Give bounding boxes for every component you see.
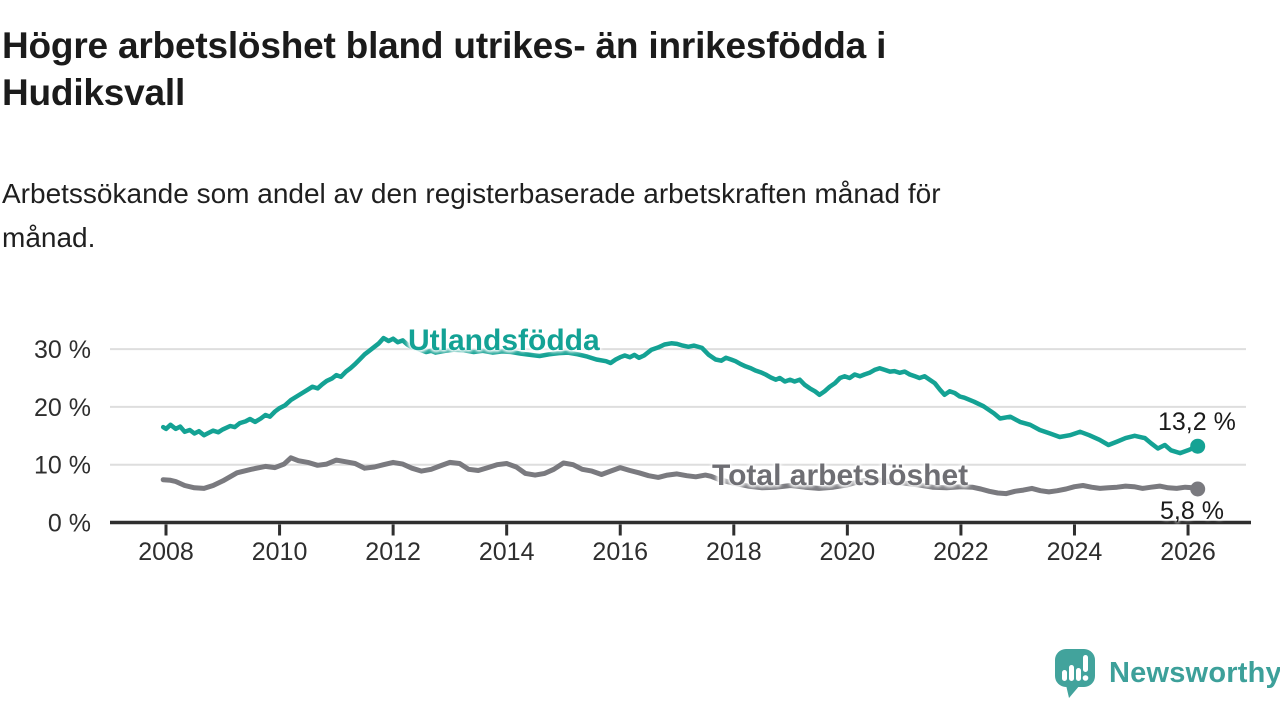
y-tick-label: 0 % — [48, 510, 91, 538]
y-tick-label: 20 % — [34, 394, 91, 422]
page-title-line2: Hudiksvall — [2, 72, 186, 113]
x-tick-label: 2026 — [1160, 538, 1216, 566]
page-title-line1: Högre arbetslöshet bland utrikes- än inr… — [2, 25, 887, 66]
x-tick-label: 2024 — [1047, 538, 1103, 566]
series-line-total — [160, 455, 1201, 497]
chart-subtitle-line2: månad. — [2, 222, 96, 253]
x-tick-label: 2018 — [706, 538, 762, 566]
series-label-total-arbetsloshet: Total arbetslöshet — [712, 459, 969, 492]
series-line-utlandsfodda — [160, 335, 1200, 456]
chart-subtitle-line1: Arbetssökande som andel av den registerb… — [2, 178, 941, 209]
newsworthy-icon — [1055, 649, 1095, 698]
end-value-label-total: 5,8 % — [1160, 497, 1224, 525]
x-tick-label: 2012 — [365, 538, 421, 566]
series-end-dot-total — [1190, 481, 1206, 497]
x-tick-label: 2010 — [252, 538, 308, 566]
newsworthy-wordmark: Newsworthy — [1109, 656, 1280, 689]
y-tick-label: 10 % — [34, 452, 91, 480]
newsworthy-logo[interactable]: Newsworthy — [1053, 647, 1280, 699]
end-value-label-utlandsfodda: 13,2 % — [1158, 408, 1236, 436]
x-tick-label: 2016 — [592, 538, 648, 566]
x-tick-label: 2020 — [820, 538, 876, 566]
page-title: Högre arbetslöshet bland utrikes- än inr… — [2, 22, 1202, 116]
chart-subtitle: Arbetssökande som andel av den registerb… — [2, 172, 1222, 260]
x-tick-label: 2014 — [479, 538, 535, 566]
x-tick-label: 2022 — [933, 538, 989, 566]
y-tick-label: 30 % — [34, 336, 91, 364]
series-end-dot-utlandsfodda — [1190, 438, 1206, 454]
series-label-utlandsfodda: Utlandsfödda — [408, 324, 600, 357]
x-tick-label: 2008 — [138, 538, 194, 566]
